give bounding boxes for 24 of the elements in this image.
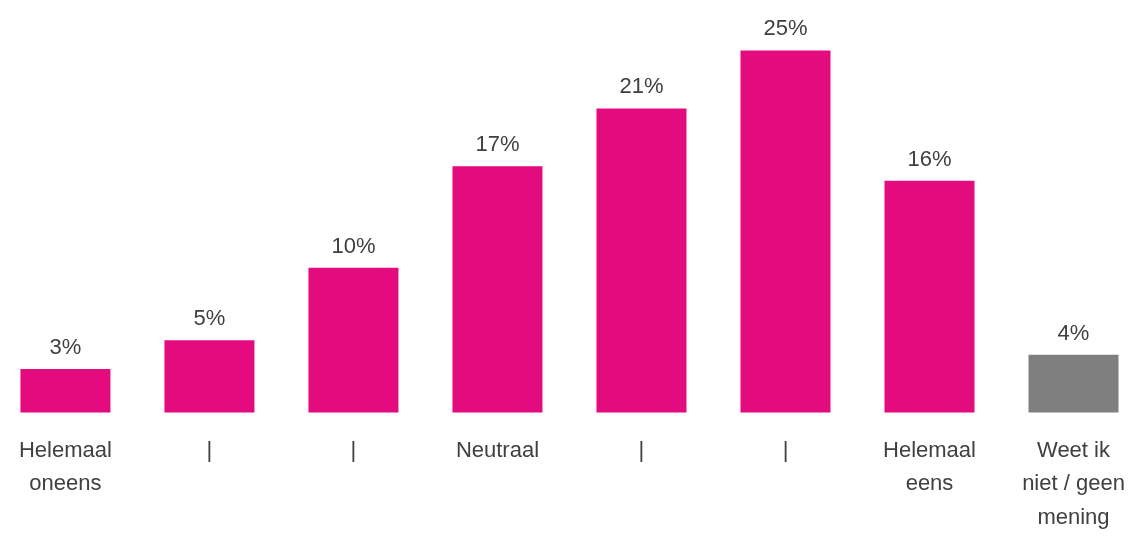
data-label: 16% <box>907 145 952 171</box>
x-tick-label: | <box>206 436 213 462</box>
x-tick-label: Weet ik niet / geen mening <box>1022 436 1125 530</box>
bar <box>740 50 831 413</box>
x-tick-label: Neutraal <box>455 436 540 462</box>
bar <box>308 267 399 413</box>
x-tick-label: Helemaal oneens <box>18 436 112 496</box>
bar <box>884 180 975 413</box>
data-label: 3% <box>49 334 82 360</box>
data-label: 21% <box>619 73 664 99</box>
x-tick-label: Helemaal eens <box>883 436 976 496</box>
bar <box>20 369 111 413</box>
bar <box>452 166 543 413</box>
data-label: 17% <box>475 131 520 157</box>
data-label: 25% <box>763 15 808 41</box>
data-label: 4% <box>1057 319 1090 345</box>
x-tick-label: | <box>350 436 357 462</box>
bar <box>596 108 687 413</box>
bar <box>164 340 255 413</box>
x-tick-label: | <box>782 436 789 462</box>
x-tick-label: | <box>638 436 645 462</box>
data-label: 5% <box>193 305 226 331</box>
data-label: 10% <box>331 232 376 258</box>
bar <box>1028 354 1119 413</box>
